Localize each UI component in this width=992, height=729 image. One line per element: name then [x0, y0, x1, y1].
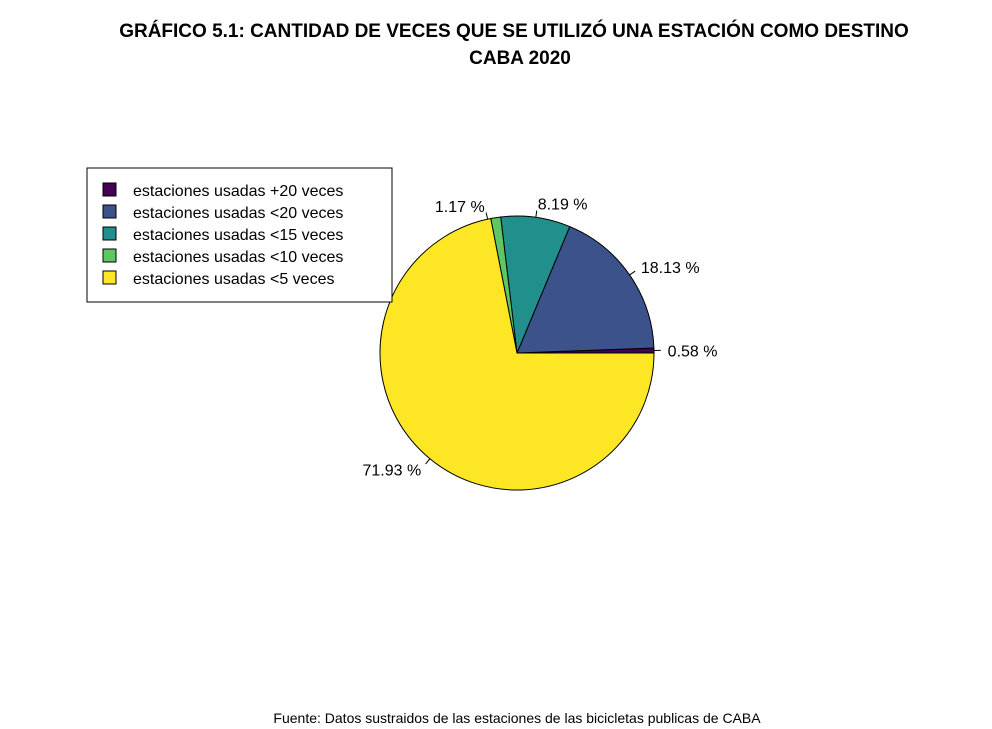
slice-label: 18.13 %: [641, 260, 700, 277]
chart-title-line2: CABA 2020: [469, 48, 571, 69]
slice-label-tick: [535, 210, 538, 218]
slice-label: 71.93 %: [362, 462, 421, 479]
legend-label: estaciones usadas <15 veces: [133, 227, 343, 244]
legend-label: estaciones usadas <5 veces: [133, 271, 334, 288]
pie-slices: [379, 215, 655, 491]
slice-label-tick: [629, 270, 636, 276]
chart-legend: estaciones usadas +20 veces estaciones us…: [86, 167, 393, 303]
slice-label: 1.17 %: [435, 199, 485, 216]
source-note: Fuente: Datos sustraidos de las estacion…: [273, 710, 761, 726]
slice-label: 8.19 %: [538, 197, 588, 214]
legend-swatch: [102, 182, 117, 197]
legend-box: [86, 167, 393, 303]
slice-labels: 0.58 % 18.13 % 8.19 % 1.17 % 71.93 %: [362, 197, 717, 480]
legend-swatch: [102, 226, 117, 241]
chart-title-line1: GRÁFICO 5.1: CANTIDAD DE VECES QUE SE UT…: [119, 20, 909, 42]
slice-label-tick: [485, 212, 489, 220]
legend-swatch: [102, 270, 117, 285]
legend-label: estaciones usadas <10 veces: [133, 249, 343, 266]
slice-label: 0.58 %: [668, 343, 718, 360]
legend-label: estaciones usadas <20 veces: [133, 205, 343, 222]
legend-swatch: [102, 204, 117, 219]
legend-swatch: [102, 248, 117, 263]
legend-label: estaciones usadas +20 veces: [133, 183, 343, 200]
slice-label-tick: [425, 458, 431, 465]
pie-slice: [516, 225, 655, 354]
